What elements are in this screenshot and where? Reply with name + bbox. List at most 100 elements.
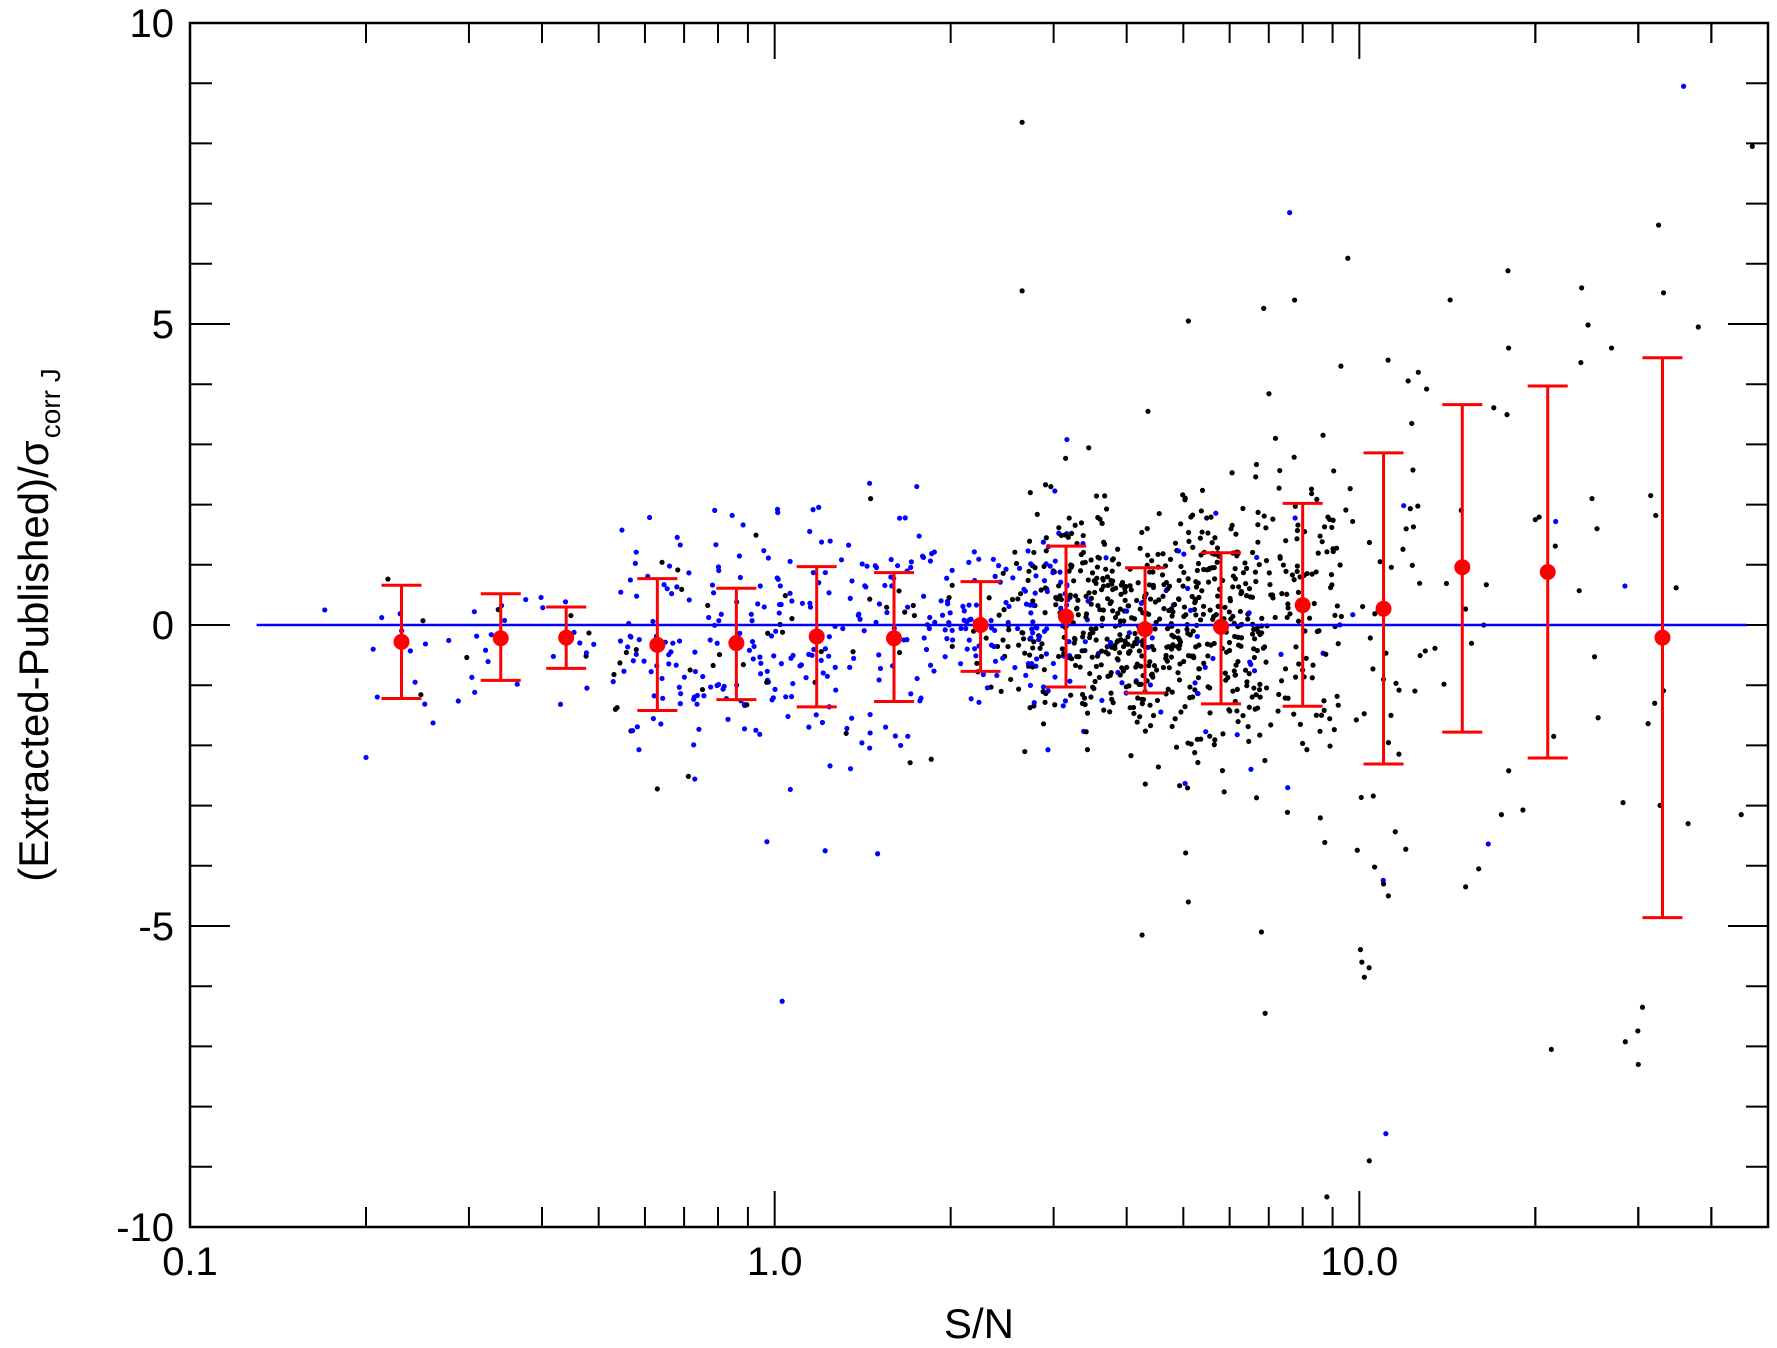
data-point <box>1122 638 1128 644</box>
data-point <box>709 582 716 588</box>
data-point <box>1126 630 1132 636</box>
data-point <box>1186 538 1192 544</box>
data-point <box>1025 577 1031 583</box>
data-point <box>1214 545 1221 551</box>
data-point <box>976 556 982 562</box>
data-point <box>872 563 878 569</box>
data-point <box>986 595 992 601</box>
data-point <box>1067 678 1073 684</box>
data-point <box>1176 783 1183 789</box>
data-point <box>944 636 950 642</box>
data-point <box>1328 572 1335 578</box>
data-point <box>1249 694 1255 700</box>
data-point <box>1185 585 1191 592</box>
data-point <box>1608 345 1615 351</box>
data-point <box>1422 648 1428 654</box>
data-point <box>1260 645 1266 651</box>
data-point <box>1040 689 1046 695</box>
data-point <box>1022 748 1028 755</box>
data-point <box>1077 664 1083 670</box>
data-point <box>905 733 911 739</box>
data-point <box>1166 583 1173 589</box>
data-point <box>1155 764 1161 770</box>
data-point <box>1169 689 1175 695</box>
data-point <box>1483 582 1489 588</box>
data-point <box>966 559 972 565</box>
data-point <box>1146 663 1152 669</box>
data-point <box>651 693 657 699</box>
data-point <box>1266 391 1272 397</box>
data-point <box>1000 570 1006 576</box>
data-point <box>799 600 806 606</box>
data-point <box>1059 646 1065 652</box>
data-point <box>1253 578 1259 585</box>
data-point <box>1084 747 1091 753</box>
data-point <box>1089 570 1096 576</box>
data-point <box>1388 564 1394 570</box>
data-point <box>1245 723 1251 730</box>
data-point <box>469 674 475 680</box>
data-point <box>1261 513 1267 519</box>
mean-marker <box>1213 618 1230 635</box>
data-point <box>1235 718 1241 725</box>
data-point <box>867 596 873 602</box>
data-point <box>1253 461 1260 468</box>
data-point <box>1154 697 1161 704</box>
data-point <box>1263 558 1270 564</box>
data-point <box>876 652 882 658</box>
data-point <box>810 507 816 513</box>
data-point <box>1407 506 1413 512</box>
data-point <box>1003 599 1009 606</box>
data-point <box>1424 386 1430 392</box>
data-point <box>1003 566 1009 572</box>
data-point <box>648 669 654 675</box>
data-point <box>1246 671 1252 677</box>
data-point <box>1125 603 1132 609</box>
data-point <box>692 776 698 782</box>
data-point <box>1318 712 1325 718</box>
data-point <box>1066 515 1072 521</box>
data-point <box>1053 595 1059 601</box>
data-point <box>1388 712 1394 718</box>
data-point <box>1233 531 1239 537</box>
data-point <box>1303 655 1309 661</box>
data-point <box>1323 651 1329 657</box>
data-point <box>737 574 743 581</box>
data-point <box>1116 650 1123 656</box>
data-point <box>1242 667 1249 673</box>
data-point <box>1403 526 1409 532</box>
data-point <box>1022 650 1028 656</box>
data-point <box>1161 581 1167 588</box>
data-point <box>764 839 770 845</box>
data-point <box>971 646 978 652</box>
data-point <box>1229 470 1235 476</box>
data-point <box>1026 538 1033 544</box>
data-point <box>945 601 951 607</box>
data-point <box>1491 405 1497 411</box>
data-point <box>740 662 746 668</box>
data-point <box>737 630 743 636</box>
data-point <box>677 701 683 707</box>
data-point <box>1103 566 1109 572</box>
data-point <box>1400 546 1406 552</box>
data-point <box>1167 556 1174 562</box>
data-point <box>710 590 717 596</box>
data-point <box>1091 578 1097 584</box>
data-point <box>1377 559 1383 565</box>
data-point <box>1016 565 1023 571</box>
data-point <box>1009 596 1016 603</box>
data-point <box>1311 600 1317 607</box>
data-point <box>1109 568 1115 574</box>
data-point <box>1343 507 1349 513</box>
data-point <box>634 593 640 599</box>
data-point <box>1505 268 1511 274</box>
data-point <box>701 693 707 699</box>
data-point <box>412 679 418 685</box>
data-point <box>856 611 862 617</box>
data-point <box>633 651 639 657</box>
data-point <box>1142 781 1148 787</box>
data-point <box>1068 692 1074 698</box>
data-point <box>1350 612 1356 618</box>
data-point <box>1251 636 1258 642</box>
data-point <box>1164 644 1170 650</box>
